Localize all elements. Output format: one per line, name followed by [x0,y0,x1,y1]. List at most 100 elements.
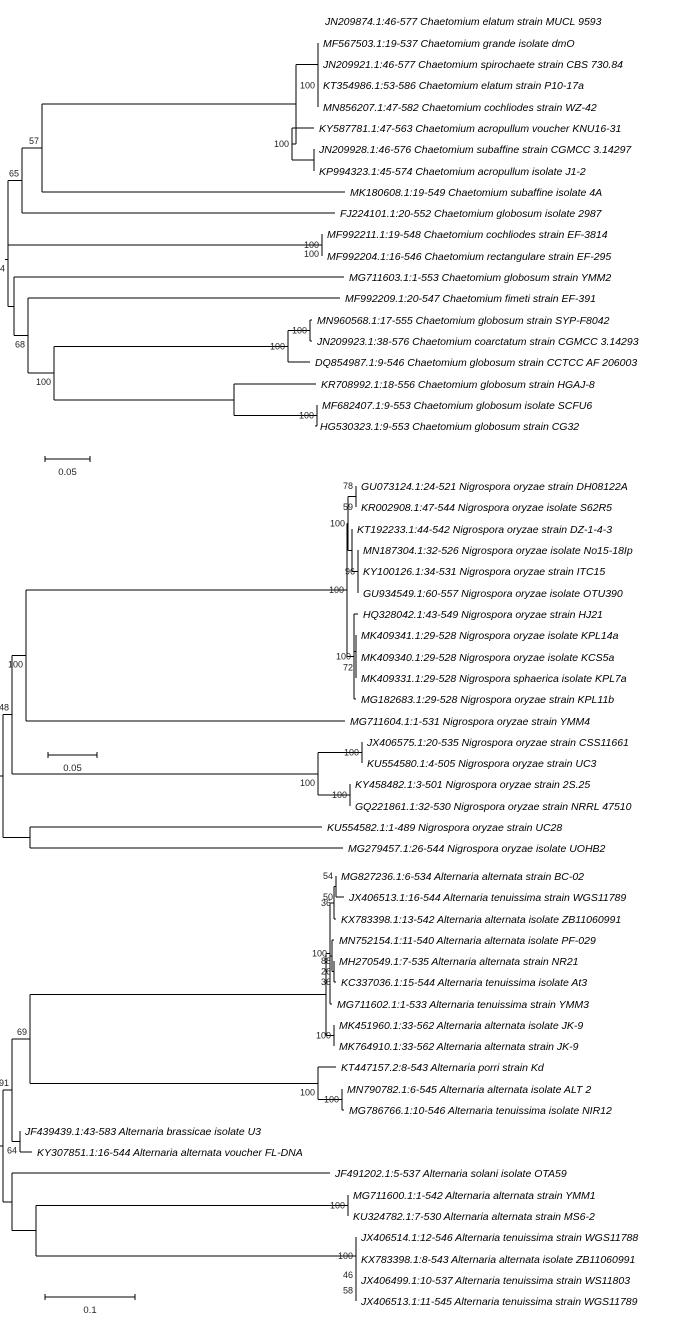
leaf-label: MF992204.1:16-546 Chaetomium rectangular… [327,251,611,263]
leaf-label: MN790782.1:6-545 Alternaria alternata is… [347,1084,591,1096]
scale-bar-label: 0.1 [83,1305,96,1316]
bootstrap-support-label: 72 [343,663,353,673]
bootstrap-support-label: 100 [316,1031,331,1041]
leaf-label: MK180608.1:19-549 Chaetomium subaffine i… [350,187,602,199]
leaf-label: MG182683.1:29-528 Nigrospora oryzae stra… [361,694,614,706]
bootstrap-support-label: 78 [343,481,353,491]
bootstrap-support-label: 88 [321,956,331,966]
alternaria-tree-panel: MG827236.1:6-534 Alternaria alternata st… [0,871,638,1316]
leaf-label: KU324782.1:7-530 Alternaria alternata st… [353,1211,595,1223]
leaf-label: KX783398.1:8-543 Alternaria alternata is… [361,1254,635,1266]
bootstrap-support-label: 64 [7,1146,17,1156]
leaf-label: KY100126.1:34-531 Nigrospora oryzae stra… [363,566,605,578]
leaf-label: MG711602.1:1-533 Alternaria tenuissima s… [337,999,589,1011]
leaf-label: JN209923.1:38-576 Chaetomium coarctatum … [316,336,639,348]
leaf-label: MF567503.1:19-537 Chaetomium grande isol… [323,38,575,50]
leaf-label: KY307851.1:16-544 Alternaria alternata v… [37,1147,303,1159]
bootstrap-support-label: 46 [343,1270,353,1280]
bootstrap-support-label: 58 [343,1286,353,1296]
leaf-label: MK764910.1:33-562 Alternaria alternata s… [339,1041,579,1053]
leaf-label: GU073124.1:24-521 Nigrospora oryzae stra… [361,481,628,493]
leaf-label: MG711600.1:1-542 Alternaria alternata st… [353,1190,596,1202]
leaf-label: MK409331.1:29-528 Nigrospora sphaerica i… [361,673,627,685]
leaf-label: MG279457.1:26-544 Nigrospora oryzae isol… [348,843,606,855]
bootstrap-support-label: 100 [270,341,285,351]
bootstrap-support-label: 65 [9,169,19,179]
leaf-label: MF992211.1:19-548 Chaetomium cochliodes … [327,229,608,241]
leaf-label: KU554580.1:4-505 Nigrospora oryzae strai… [367,758,597,770]
leaf-label: JX406514.1:12-546 Alternaria tenuissima … [360,1232,638,1244]
leaf-label: MK409340.1:29-528 Nigrospora oryzae isol… [361,652,614,664]
leaf-label: MN856207.1:47-582 Chaetomium cochliodes … [323,102,597,114]
bootstrap-support-label: 100 [344,748,359,758]
scale-bar-label: 0.05 [58,467,77,478]
leaf-label: MN187304.1:32-526 Nigrospora oryzae isol… [363,545,633,557]
leaf-label: DQ854987.1:9-546 Chaetomium globosum str… [315,357,637,369]
leaf-label: KR708992.1:18-556 Chaetomium globosum st… [321,379,595,391]
leaf-label: MN960568.1:17-555 Chaetomium globosum st… [317,315,610,327]
bootstrap-support-label: 48 [0,703,9,713]
leaf-label: KT192233.1:44-542 Nigrospora oryzae stra… [357,524,612,536]
bootstrap-support-label: 100 [312,948,327,958]
leaf-label: JN209921.1:46-577 Chaetomium spirochaete… [322,59,623,71]
bootstrap-support-label: 84 [0,264,5,274]
bootstrap-support-label: 100 [304,249,319,259]
leaf-label: JN209928.1:46-576 Chaetomium subaffine s… [318,144,632,156]
bootstrap-support-label: 26 [321,967,331,977]
scale-bar-label: 0.05 [63,763,82,774]
bootstrap-support-label: 100 [330,1201,345,1211]
leaf-label: MG711604.1:1-531 Nigrospora oryzae strai… [350,716,590,728]
bootstrap-support-label: 100 [324,1095,339,1105]
bootstrap-support-label: 59 [343,502,353,512]
leaf-label: JX406513.1:11-545 Alternaria tenuissima … [360,1296,638,1308]
leaf-label: FJ224101.1:20-552 Chaetomium globosum is… [340,208,603,220]
nigrospora-tree-panel: GU073124.1:24-521 Nigrospora oryzae stra… [0,481,633,855]
leaf-label: KT447157.2:8-543 Alternaria porri strain… [341,1062,545,1074]
leaf-label: JN209874.1:46-577 Chaetomium elatum stra… [324,16,602,28]
bootstrap-support-label: 100 [330,518,345,528]
leaf-label: JX406499.1:10-537 Alternaria tenuissima … [360,1275,630,1287]
leaf-label: KP994323.1:45-574 Chaetomium acropullum … [319,166,586,178]
leaf-label: HQ328042.1:43-549 Nigrospora oryzae stra… [363,609,603,621]
leaf-label: KU554582.1:1-489 Nigrospora oryzae strai… [327,822,562,834]
bootstrap-support-label: 50 [323,892,333,902]
bootstrap-support-label: 100 [304,240,319,250]
bootstrap-support-label: 57 [29,136,39,146]
bootstrap-support-label: 69 [17,1027,27,1037]
bootstrap-support-label: 100 [329,585,344,595]
bootstrap-support-label: 100 [36,377,51,387]
leaf-label: JX406513.1:16-544 Alternaria tenuissima … [348,892,626,904]
leaf-label: MK451960.1:33-562 Alternaria alternata i… [339,1020,583,1032]
bootstrap-support-label: 100 [300,1087,315,1097]
bootstrap-support-label: 100 [299,411,314,421]
leaf-label: MF992209.1:20-547 Chaetomium fimeti stra… [345,293,596,305]
bootstrap-support-label: 100 [332,790,347,800]
bootstrap-support-label: 54 [323,871,333,881]
leaf-label: MG786766.1:10-546 Alternaria tenuissima … [349,1105,612,1117]
leaf-label: MN752154.1:11-540 Alternaria alternata i… [339,935,596,947]
leaf-label: JF439439.1:43-583 Alternaria brassicae i… [24,1126,261,1138]
leaf-label: GU934549.1:60-557 Nigrospora oryzae isol… [363,588,623,600]
leaf-label: KY587781.1:47-563 Chaetomium acropullum … [319,123,621,135]
bootstrap-support-label: 100 [300,81,315,91]
bootstrap-support-label: 36 [321,977,331,987]
bootstrap-support-label: 36 [321,898,331,908]
bootstrap-support-label: 100 [292,326,307,336]
bootstrap-support-label: 91 [0,1078,9,1088]
leaf-label: KY458482.1:3-501 Nigrospora oryzae strai… [355,779,590,791]
bootstrap-support-label: 100 [338,1251,353,1261]
leaf-label: KT354986.1:53-586 Chaetomium elatum stra… [323,80,584,92]
bootstrap-support-label: 96 [345,567,355,577]
leaf-label: MF682407.1:9-553 Chaetomium globosum iso… [322,400,592,412]
leaf-label: JX406575.1:20-535 Nigrospora oryzae stra… [366,737,629,749]
leaf-label: KX783398.1:13-542 Alternaria alternata i… [341,914,621,926]
leaf-label: MK409341.1:29-528 Nigrospora oryzae isol… [361,630,619,642]
leaf-label: MG711603.1:1-553 Chaetomium globosum str… [349,272,611,284]
leaf-label: MH270549.1:7-535 Alternaria alternata st… [339,956,579,968]
bootstrap-support-label: 100 [274,139,289,149]
chaetomium-tree-panel: JN209874.1:46-577 Chaetomium elatum stra… [0,16,639,478]
leaf-label: GQ221861.1:32-530 Nigrospora oryzae stra… [355,801,632,813]
bootstrap-support-label: 100 [336,652,351,662]
leaf-label: KR002908.1:47-544 Nigrospora oryzae isol… [361,502,612,514]
